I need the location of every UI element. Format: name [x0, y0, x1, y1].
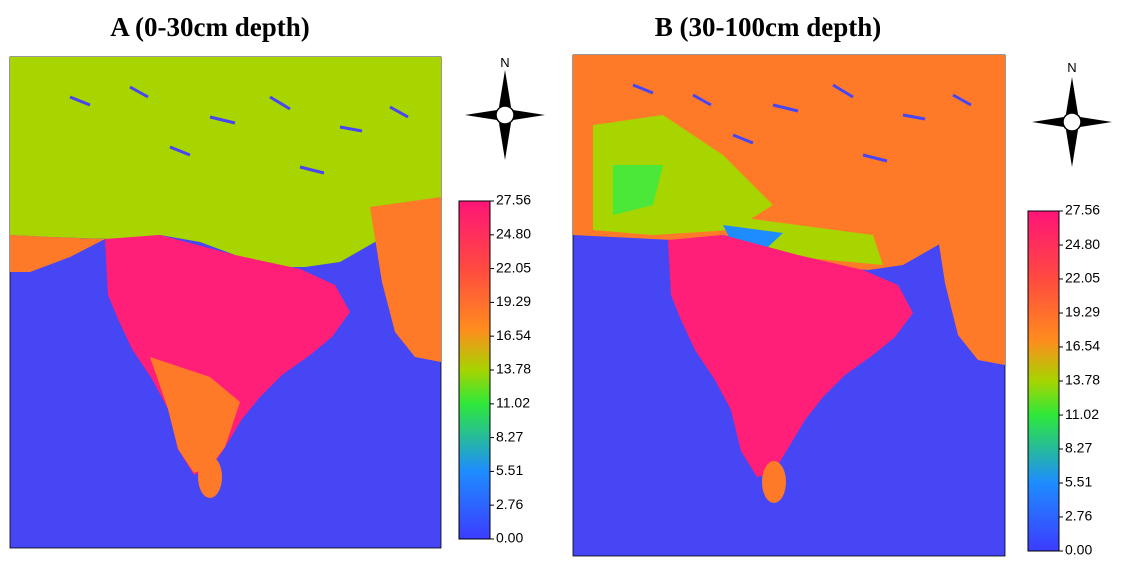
colorbar-tick-label: 5.51: [1065, 474, 1092, 490]
panel-title: A (0-30cm depth): [110, 12, 309, 42]
map-b: [572, 54, 1006, 557]
colorbar-tick-label: 8.27: [1065, 440, 1092, 456]
colorbar-tick-label: 22.05: [1065, 270, 1100, 286]
north-label: N: [1067, 60, 1076, 75]
colorbar-tick-label: 19.29: [1065, 304, 1100, 320]
panel-title: B (30-100cm depth): [655, 12, 881, 42]
colorbar: [1027, 210, 1060, 552]
colorbar-tick-label: 0.00: [496, 530, 523, 546]
colorbar-tick-label: 11.02: [496, 395, 530, 411]
colorbar: [458, 200, 491, 540]
colorbar-tick-label: 2.76: [1065, 508, 1092, 524]
colorbar-tick-label: 5.51: [496, 462, 523, 478]
north-label: N: [500, 55, 509, 70]
colorbar-tick-label: 2.76: [496, 496, 523, 512]
colorbar-tick-label: 8.27: [496, 428, 523, 444]
colorbar-tick-label: 16.54: [496, 327, 531, 343]
colorbar-tick-label: 27.56: [1065, 202, 1100, 218]
colorbar-tick-label: 27.56: [496, 192, 531, 208]
colorbar-tick-label: 16.54: [1065, 338, 1100, 354]
colorbar-tick-label: 11.02: [1065, 406, 1099, 422]
colorbar-tick-label: 0.00: [1065, 542, 1092, 558]
colorbar-tick-label: 24.80: [496, 226, 531, 242]
colorbar-tick-label: 13.78: [1065, 372, 1100, 388]
map-a: [9, 56, 442, 549]
colorbar-tick-label: 22.05: [496, 259, 531, 275]
colorbar-tick-label: 13.78: [496, 361, 531, 377]
colorbar-tick-label: 19.29: [496, 293, 531, 309]
colorbar-tick-label: 24.80: [1065, 236, 1100, 252]
